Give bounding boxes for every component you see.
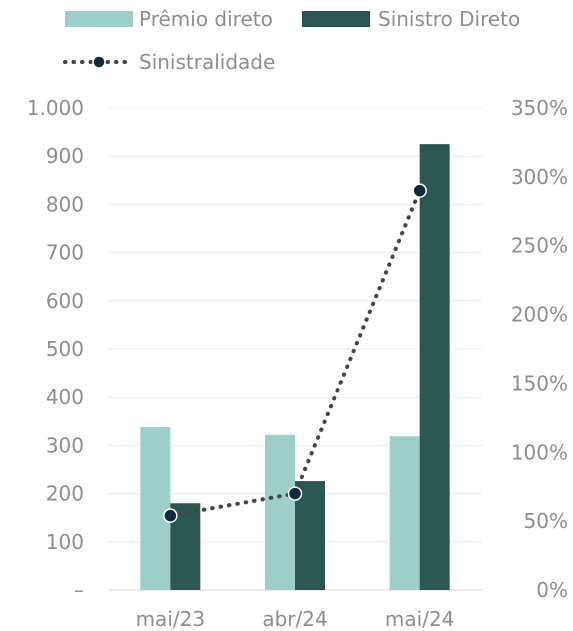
sinistralidade-point	[287, 486, 303, 501]
left-tick-label: 1.000	[27, 96, 84, 120]
x-tick-label: abr/24	[262, 607, 327, 631]
legend-swatch-sinistro	[302, 11, 370, 27]
sinistralidade-point	[412, 183, 427, 198]
legend-label-premio: Prêmio direto	[139, 7, 273, 31]
legend-label-sinistro: Sinistro Direto	[378, 7, 520, 31]
x-tick-label: mai/23	[136, 607, 205, 631]
left-tick-label: 300	[46, 433, 84, 457]
bars	[140, 144, 450, 590]
x-tick-label: mai/24	[385, 607, 454, 631]
left-tick-label: 700	[46, 241, 84, 265]
bar-prêmio-direto	[265, 434, 295, 590]
left-axis: – 100 200 300 400 500 600 700 800 900 1.000	[27, 96, 84, 602]
left-tick-label: 200	[46, 482, 84, 506]
bar-sinistro-direto	[295, 481, 325, 590]
right-tick-label: 300%	[511, 165, 568, 189]
right-tick-label: 50%	[524, 509, 568, 533]
sinistralidade-point	[163, 508, 178, 523]
legend-marker-sinistralidade	[92, 55, 106, 69]
legend-swatch-premio	[65, 11, 133, 27]
bar-prêmio-direto	[389, 436, 420, 590]
left-tick-label: 400	[46, 385, 84, 409]
legend: Prêmio direto Sinistro Direto Sinistrali…	[63, 7, 520, 74]
left-tick-label: 100	[46, 530, 84, 554]
right-tick-label: 350%	[511, 96, 568, 120]
bar-sinistro-direto	[419, 144, 450, 590]
right-tick-label: 0%	[536, 578, 568, 602]
left-tick-label: 900	[46, 144, 84, 168]
left-tick-label: 600	[46, 289, 84, 313]
x-axis: mai/23 abr/24 mai/24	[136, 607, 455, 631]
right-tick-label: 100%	[511, 440, 568, 464]
right-tick-label: 250%	[511, 234, 568, 258]
right-tick-label: 150%	[511, 371, 568, 395]
right-axis: 0% 50% 100% 150% 200% 250% 300% 350%	[511, 96, 568, 602]
legend-label-sinistralidade: Sinistralidade	[139, 50, 275, 74]
left-tick-label: 500	[46, 337, 84, 361]
left-tick-label: 800	[46, 192, 84, 216]
bar-prêmio-direto	[140, 427, 171, 590]
right-tick-label: 200%	[511, 303, 568, 327]
sinistralidade-line	[163, 183, 427, 523]
left-tick-label: –	[74, 578, 84, 602]
